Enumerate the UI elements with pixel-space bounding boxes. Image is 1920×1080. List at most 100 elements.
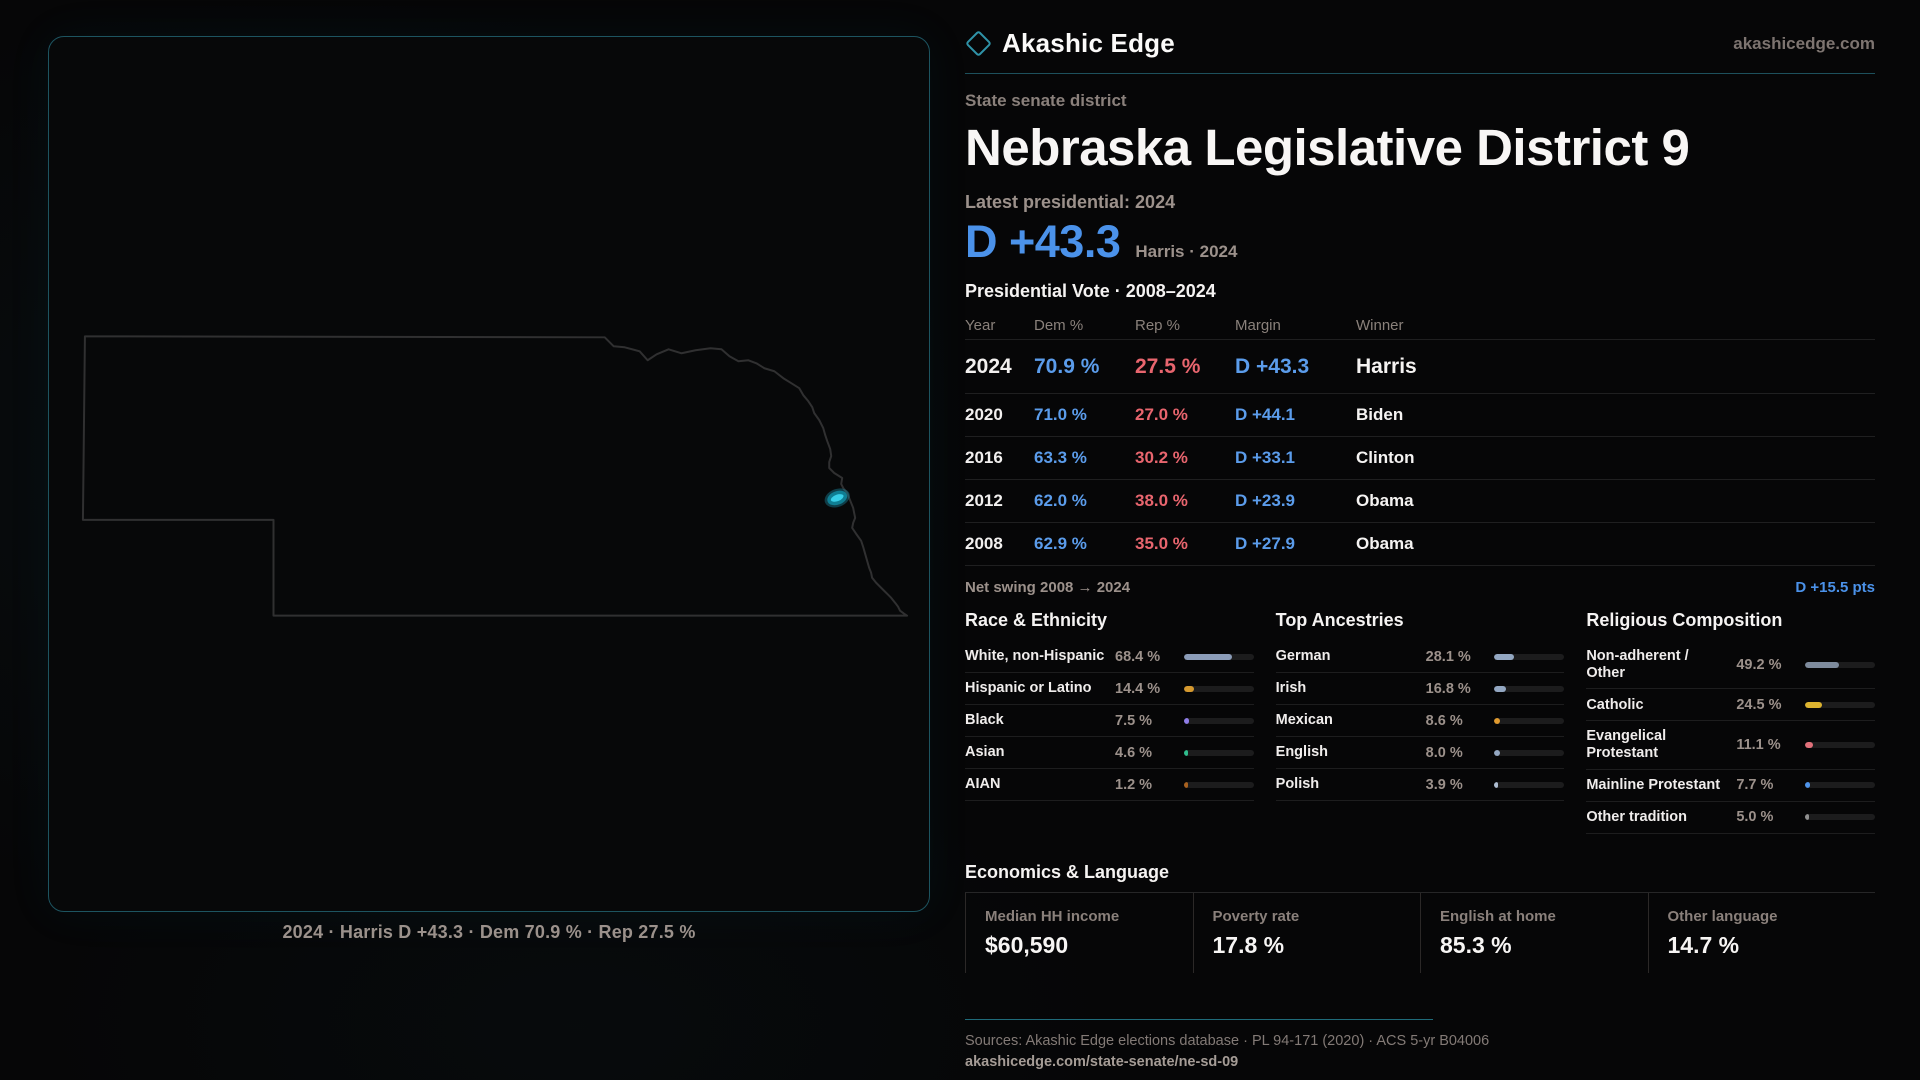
bar-fill	[1804, 742, 1813, 749]
pres-table: Year Dem % Rep % Margin Winner 2024 70.9 % 27.…	[965, 312, 1875, 566]
demo-label: Polish	[1275, 776, 1320, 793]
stat-label: English at home	[1440, 907, 1556, 925]
cell-rep: 27.0 %	[1135, 405, 1188, 424]
demo-value: 3.9 %	[1425, 776, 1463, 793]
cell-winner: Harris	[1356, 354, 1417, 378]
bar-fill	[1804, 814, 1809, 821]
demo-row: Other tradition 5.0 %	[1586, 802, 1875, 834]
stat-label: Median HH income	[985, 907, 1120, 925]
bar-track	[1183, 749, 1254, 756]
district-9-marker	[827, 490, 848, 506]
demo-row: Catholic 24.5 %	[1586, 689, 1875, 722]
bar-track	[1494, 781, 1565, 788]
cell-winner: Clinton	[1356, 448, 1415, 467]
demo-label: Asian	[965, 744, 1005, 761]
bar-fill	[1183, 781, 1188, 788]
cell-margin: D +23.9	[1235, 491, 1296, 510]
pres-table-title: Presidential Vote · 2008–2024	[965, 281, 1216, 301]
district-type-label: State senate district	[965, 91, 1127, 110]
demo-value: 11.1 %	[1736, 737, 1781, 754]
cell-dem: 70.9 %	[1034, 354, 1100, 378]
bar-fill	[1804, 661, 1840, 668]
demo-value: 7.5 %	[1115, 712, 1153, 729]
demo-label: Irish	[1275, 680, 1307, 697]
bar-track	[1804, 661, 1875, 668]
footer: Sources: Akashic Edge elections database…	[965, 1018, 1875, 1070]
demo-label: Other tradition	[1586, 808, 1688, 825]
bar-track	[1804, 782, 1875, 789]
cell-rep: 35.0 %	[1135, 534, 1188, 553]
stat-value: 85.3 %	[1440, 931, 1512, 958]
bar-track	[1183, 717, 1254, 724]
demo-value: 8.6 %	[1425, 712, 1463, 729]
column-header: Margin	[1235, 317, 1281, 334]
cell-margin: D +43.3	[1235, 354, 1310, 378]
page-title: Nebraska Legislative District 9	[965, 119, 1690, 176]
cell-dem: 63.3 %	[1034, 448, 1087, 467]
demo-row: Asian 4.6 %	[965, 737, 1254, 769]
demo-label: White, non-Hispanic	[965, 648, 1105, 665]
net-swing-label: Net swing 2008 → 2024	[965, 579, 1131, 596]
cell-margin: D +27.9	[1235, 534, 1296, 553]
demo-label: AIAN	[965, 776, 1001, 793]
stat-cell: Median HH income $60,590	[965, 892, 1193, 973]
demo-column: Race & Ethnicity White, non-Hispanic 68.4 …	[965, 610, 1254, 834]
brand-site-link[interactable]: akashicedge.com	[1733, 33, 1875, 53]
bar-track	[1494, 717, 1565, 724]
cell-winner: Obama	[1356, 534, 1414, 553]
stat-label: Other language	[1667, 907, 1778, 925]
pres-row-2016: 2016 63.3 % 30.2 % D +33.1 Clinton	[965, 437, 1875, 480]
demo-value: 1.2 %	[1115, 776, 1153, 793]
stat-cell: Other language 14.7 %	[1647, 892, 1876, 973]
demo-label: Catholic	[1586, 696, 1644, 713]
bar-track	[1494, 685, 1565, 692]
bar-track	[1804, 742, 1875, 749]
pres-table-header: Year Dem % Rep % Margin Winner	[965, 312, 1875, 340]
demo-label: Mexican	[1275, 712, 1333, 729]
demographics-grid: Race & Ethnicity White, non-Hispanic 68.4 …	[965, 610, 1875, 834]
cell-year: 2008	[965, 534, 1003, 553]
bar-track	[1183, 781, 1254, 788]
margin-caption: Harris · 2024	[1135, 242, 1238, 261]
net-swing-value: D +15.5 pts	[1795, 579, 1875, 596]
detail-panel: Akashic Edge akashicedge.com State senat…	[965, 28, 1875, 1070]
bar-fill	[1494, 653, 1514, 660]
cell-rep: 38.0 %	[1135, 491, 1188, 510]
cell-year: 2020	[965, 405, 1003, 424]
bar-fill	[1494, 717, 1501, 724]
stat-value: 14.7 %	[1667, 931, 1740, 958]
demo-row: Evangelical Protestant 11.1 %	[1586, 721, 1875, 770]
demo-column: Religious Composition Non-adherent / Othe…	[1586, 610, 1875, 834]
demo-row: English 8.0 %	[1275, 737, 1565, 769]
bar-fill	[1494, 749, 1500, 756]
section-title: Race & Ethnicity	[965, 610, 1108, 630]
diamond-logo-icon	[965, 30, 992, 57]
demo-label: Evangelical Protestant	[1586, 728, 1667, 762]
margin-value: D +43.3	[965, 216, 1121, 267]
cell-rep: 27.5 %	[1135, 354, 1201, 378]
net-swing-row: Net swing 2008 → 2024 D +15.5 pts	[965, 566, 1875, 596]
footer-url-link[interactable]: akashicedge.com/state-senate/ne-sd-09	[965, 1053, 1239, 1070]
bar-track	[1494, 749, 1565, 756]
section-title: Top Ancestries	[1275, 610, 1404, 630]
section-title: Religious Composition	[1586, 610, 1783, 630]
cell-year: 2012	[965, 491, 1003, 510]
bar-fill	[1183, 717, 1189, 724]
bar-track	[1183, 653, 1254, 660]
bar-fill	[1804, 782, 1811, 789]
cell-winner: Biden	[1356, 405, 1404, 424]
column-header: Year	[965, 317, 996, 334]
bar-track	[1494, 653, 1565, 660]
demo-row: Non-adherent / Other 49.2 %	[1586, 641, 1875, 690]
stat-label: Poverty rate	[1212, 907, 1300, 925]
stat-value: 17.8 %	[1212, 931, 1285, 958]
demo-row: Black 7.5 %	[965, 705, 1254, 737]
demo-row: White, non-Hispanic 68.4 %	[965, 641, 1254, 673]
demo-label: German	[1275, 648, 1331, 665]
cell-dem: 71.0 %	[1034, 405, 1087, 424]
economics-title: Economics & Language	[965, 862, 1875, 893]
demo-value: 14.4 %	[1115, 680, 1161, 697]
pres-row-2020: 2020 71.0 % 27.0 % D +44.1 Biden	[965, 394, 1875, 437]
pres-table-body: 2024 70.9 % 27.5 % D +43.3 Harris 2020 71.0 % 2…	[965, 340, 1875, 566]
demo-value: 4.6 %	[1115, 744, 1153, 761]
